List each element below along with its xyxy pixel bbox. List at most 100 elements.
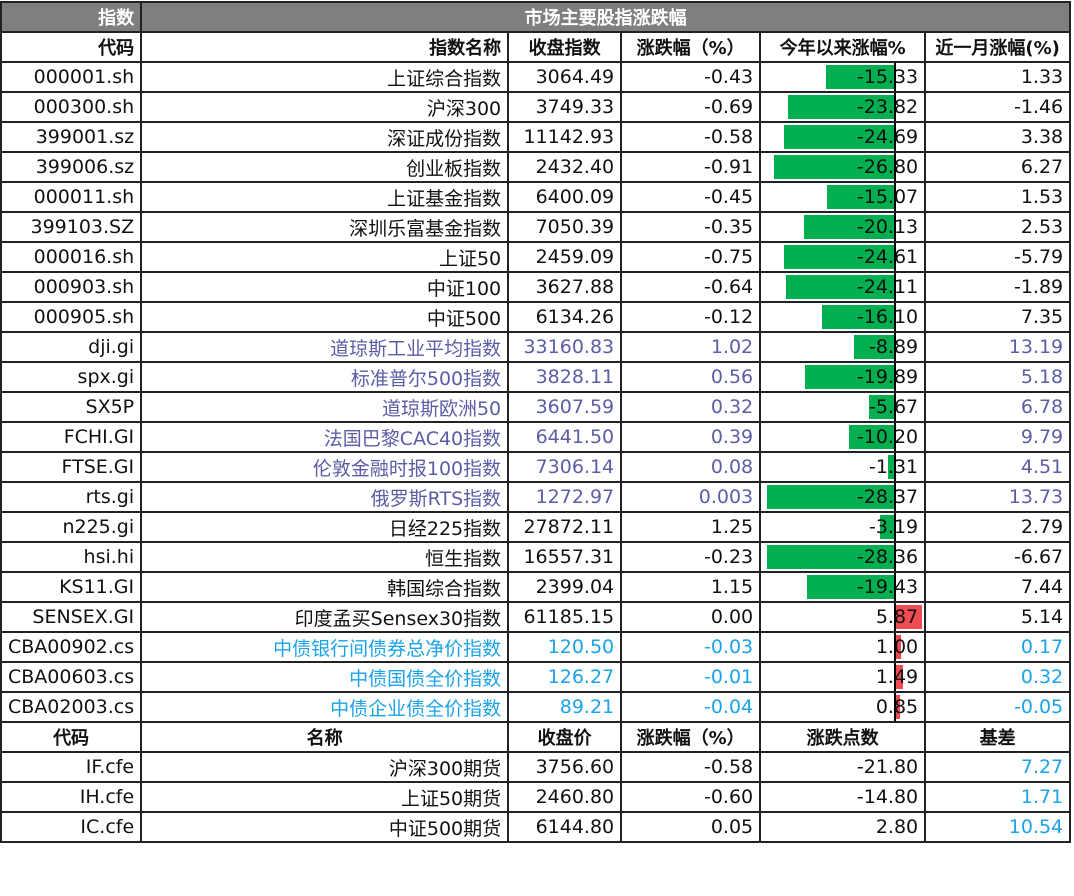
change-value: 1.25 xyxy=(710,516,754,538)
futures-cell-1: 沪深300期货 xyxy=(140,751,510,783)
futures-cell-0: IH.cfe xyxy=(0,781,143,813)
cell-name: 伦敦金融时报100指数 xyxy=(140,451,510,483)
change-value: -0.03 xyxy=(703,636,754,658)
cell-code: CBA00603.cs xyxy=(0,661,143,693)
cell-ytd: -10.20 xyxy=(759,421,927,453)
close-value: 27872.11 xyxy=(523,516,615,538)
name-value: 恒生指数 xyxy=(425,547,502,570)
ytd-value: -15.33 xyxy=(856,66,919,88)
cell-close: 120.50 xyxy=(507,631,623,663)
cell-close: 2432.40 xyxy=(507,151,623,183)
ytd-value: -1.31 xyxy=(868,456,919,478)
name-value: 中债国债全价指数 xyxy=(349,667,502,690)
ytd-value: 1.49 xyxy=(875,666,919,688)
cell-code: 000016.sh xyxy=(0,241,143,273)
futures-cell-3: 0.05 xyxy=(620,811,762,843)
code-value: 000016.sh xyxy=(33,246,135,268)
cell-change: -0.01 xyxy=(620,661,762,693)
ytd-value: -28.37 xyxy=(856,486,919,508)
cell-change: 0.00 xyxy=(620,601,762,633)
code-value: CBA00603.cs xyxy=(8,666,135,688)
cell-name: 印度孟买Sensex30指数 xyxy=(140,601,510,633)
code-value: 399006.sz xyxy=(35,156,135,178)
change-value: 0.56 xyxy=(710,366,754,388)
data-bar-axis xyxy=(894,544,897,570)
name-value: 印度孟买Sensex30指数 xyxy=(294,607,502,630)
table-row: 000300.sh 沪深300 3749.33 -0.69 -23.82 -1.46 xyxy=(0,91,1072,123)
cell-ytd: -26.80 xyxy=(759,151,927,183)
month-value: 7.44 xyxy=(1020,576,1064,598)
futures-row: IF.cfe 沪深300期货 3756.60 -0.58 -21.80 7.27 xyxy=(0,751,1072,783)
data-bar-axis xyxy=(894,64,897,90)
code-value: FTSE.GI xyxy=(61,456,135,478)
cell-code: 399001.sz xyxy=(0,121,143,153)
header-ytd: 今年以来涨幅% xyxy=(759,31,927,63)
positive-data-bar xyxy=(896,605,923,629)
month-value: 2.79 xyxy=(1020,516,1064,538)
cell-code: 000905.sh xyxy=(0,301,143,333)
table-row: 000903.sh 中证100 3627.88 -0.64 -24.11 -1.89 xyxy=(0,271,1072,303)
data-bar-axis xyxy=(894,514,897,540)
code-value: 000300.sh xyxy=(33,96,135,118)
futures-cell-2: 6144.80 xyxy=(507,811,623,843)
cell-change: -0.23 xyxy=(620,541,762,573)
cell-ytd: -24.11 xyxy=(759,271,927,303)
change-value: 0.32 xyxy=(710,396,754,418)
cell-change: -0.03 xyxy=(620,631,762,663)
close-value: 2432.40 xyxy=(535,156,615,178)
futures-cell-5: 1.71 xyxy=(924,781,1072,813)
code-value: FCHI.GI xyxy=(63,426,135,448)
close-value: 2399.04 xyxy=(535,576,615,598)
table-row: 000905.sh 中证500 6134.26 -0.12 -16.10 7.35 xyxy=(0,301,1072,333)
futures-cell-2: 2460.80 xyxy=(507,781,623,813)
ytd-value: -23.82 xyxy=(856,96,919,118)
change-value: -0.43 xyxy=(703,66,754,88)
cell-month: 2.79 xyxy=(924,511,1072,543)
positive-data-bar xyxy=(896,695,900,719)
cell-name: 上证基金指数 xyxy=(140,181,510,213)
data-bar-axis xyxy=(894,424,897,450)
market-index-table: 指数 市场主要股指涨跌幅 代码 指数名称 收盘指数 涨跌幅（%） 今年以来涨幅%… xyxy=(0,1,1072,843)
futures-header-close: 收盘价 xyxy=(507,721,623,753)
cell-ytd: -28.37 xyxy=(759,481,927,513)
futures-cell-2: 3756.60 xyxy=(507,751,623,783)
name-value: 中债银行间债券总净价指数 xyxy=(273,637,502,660)
negative-data-bar xyxy=(767,545,895,569)
code-value: spx.gi xyxy=(77,366,135,388)
cell-ytd: -15.07 xyxy=(759,181,927,213)
change-value: -0.01 xyxy=(703,666,754,688)
cell-name: 标准普尔500指数 xyxy=(140,361,510,393)
cell-ytd: -1.31 xyxy=(759,451,927,483)
cell-ytd: -16.10 xyxy=(759,301,927,333)
cell-change: 0.56 xyxy=(620,361,762,393)
futures-header-change: 涨跌幅（%） xyxy=(620,721,762,753)
cell-change: 0.39 xyxy=(620,421,762,453)
cell-change: -0.45 xyxy=(620,181,762,213)
negative-data-bar xyxy=(783,125,895,149)
cell-change: -0.12 xyxy=(620,301,762,333)
cell-change: -0.64 xyxy=(620,271,762,303)
close-value: 11142.93 xyxy=(523,126,615,148)
negative-data-bar xyxy=(767,485,895,509)
data-bar-axis xyxy=(894,154,897,180)
header-code: 代码 xyxy=(0,31,143,63)
month-value: -5.79 xyxy=(1013,246,1064,268)
change-value: 0.003 xyxy=(698,486,754,508)
cell-ytd: -20.13 xyxy=(759,211,927,243)
cell-code: 399006.sz xyxy=(0,151,143,183)
data-bar-axis xyxy=(894,664,897,690)
cell-name: 上证50 xyxy=(140,241,510,273)
negative-data-bar xyxy=(868,395,895,419)
table-row: CBA02003.cs 中债企业债全价指数 89.21 -0.04 0.85 -0.05 xyxy=(0,691,1072,723)
data-bar-axis xyxy=(894,304,897,330)
futures-cell-1: 中证500期货 xyxy=(140,811,510,843)
code-value: dji.gi xyxy=(88,336,135,358)
cell-close: 3064.49 xyxy=(507,61,623,93)
ytd-value: -19.43 xyxy=(856,576,919,598)
cell-month: 5.18 xyxy=(924,361,1072,393)
header-row: 代码 指数名称 收盘指数 涨跌幅（%） 今年以来涨幅% 近一月涨幅(%) xyxy=(0,31,1072,63)
code-value: 000903.sh xyxy=(33,276,135,298)
close-value: 89.21 xyxy=(559,696,615,718)
name-value: 道琼斯欧洲50 xyxy=(381,397,502,420)
header-close: 收盘指数 xyxy=(507,31,623,63)
